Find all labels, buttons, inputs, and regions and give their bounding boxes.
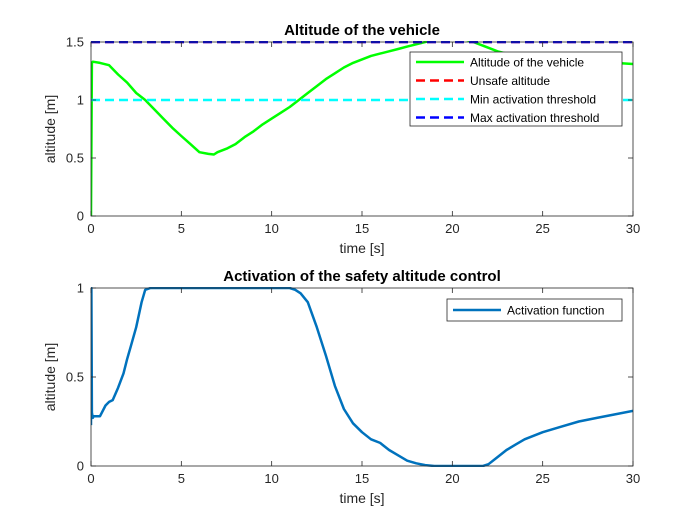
series-line-1 <box>91 287 633 467</box>
legend-entry-label: Activation function <box>507 304 604 318</box>
x-axis-label: time [s] <box>339 240 384 256</box>
x-tick-label: 10 <box>264 471 278 486</box>
x-tick-label: 30 <box>626 471 640 486</box>
x-tick-label: 5 <box>178 221 185 236</box>
legend-entry-label: Max activation threshold <box>470 111 599 125</box>
x-tick-label: 25 <box>535 221 549 236</box>
x-tick-label: 25 <box>535 471 549 486</box>
x-tick-label: 0 <box>87 221 94 236</box>
legend-entry-label: Altitude of the vehicle <box>470 56 584 70</box>
y-tick-label: 0 <box>77 459 84 474</box>
series-line-1 <box>91 41 633 217</box>
x-tick-label: 10 <box>264 221 278 236</box>
legend: Activation function <box>446 298 623 322</box>
x-tick-label: 15 <box>355 221 369 236</box>
y-tick-label: 1 <box>77 93 84 108</box>
y-axis-label: altitude [m] <box>42 343 58 411</box>
x-tick-label: 20 <box>445 471 459 486</box>
x-tick-label: 30 <box>626 221 640 236</box>
legend: Altitude of the vehicle Unsafe altitude Mi… <box>409 51 623 127</box>
y-axis-label: altitude [m] <box>42 95 58 163</box>
legend-entry-label: Min activation threshold <box>470 93 596 107</box>
x-tick-label: 5 <box>178 471 185 486</box>
y-tick-label: 0.5 <box>66 151 84 166</box>
legend-entry-label: Unsafe altitude <box>470 74 550 88</box>
x-tick-label: 20 <box>445 221 459 236</box>
legend-box <box>446 298 623 322</box>
chart-title: Activation of the safety altitude contro… <box>223 268 501 285</box>
y-tick-label: 1 <box>77 281 84 296</box>
axes-2: 0 5 10 15 20 25 30 0 0.5 1 Activation of the safet… <box>42 268 640 506</box>
axes-1: 0 5 10 15 20 25 30 0 0.5 1 1.5 Altitude of the vehi… <box>42 22 640 256</box>
series-group <box>91 287 633 467</box>
legend-box <box>409 51 623 127</box>
y-tick-label: 1.5 <box>66 35 84 50</box>
x-tick-label: 0 <box>87 471 94 486</box>
x-axis-label: time [s] <box>339 490 384 506</box>
x-tick-label: 15 <box>355 471 369 486</box>
y-tick-label: 0.5 <box>66 370 84 385</box>
y-tick-label: 0 <box>77 209 84 224</box>
chart-title: Altitude of the vehicle <box>284 22 440 39</box>
